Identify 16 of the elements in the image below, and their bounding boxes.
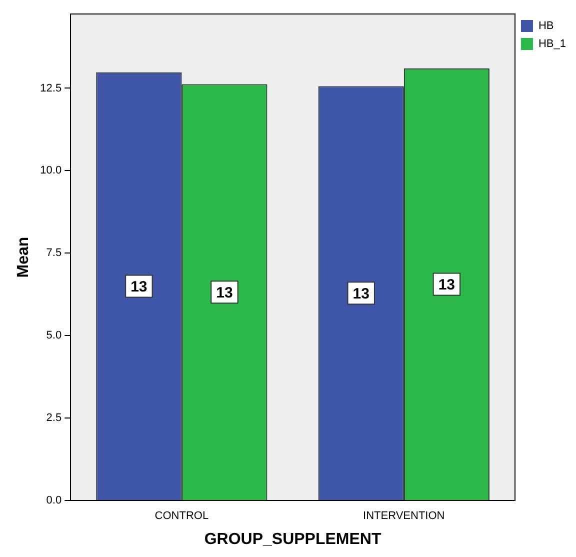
y-tick-label: 2.5 bbox=[46, 412, 62, 424]
x-axis-title: GROUP_SUPPLEMENT bbox=[204, 530, 382, 548]
data-label: 13 bbox=[352, 285, 370, 302]
x-tick-label: CONTROL bbox=[154, 510, 209, 522]
y-tick-label: 10.0 bbox=[40, 164, 62, 177]
data-label: 13 bbox=[130, 278, 148, 296]
y-tick-label: 0.0 bbox=[46, 494, 62, 507]
x-tick-label: INTERVENTION bbox=[363, 510, 445, 522]
legend-label: HB_1 bbox=[538, 38, 566, 50]
y-tick-label: 5.0 bbox=[46, 330, 62, 342]
data-label: 13 bbox=[216, 284, 233, 302]
legend-label: HB bbox=[538, 20, 554, 32]
y-tick-label: 12.5 bbox=[40, 82, 62, 94]
y-axis-title: Mean bbox=[15, 236, 32, 278]
data-label: 13 bbox=[438, 276, 456, 294]
y-tick-label: 7.5 bbox=[46, 247, 62, 260]
